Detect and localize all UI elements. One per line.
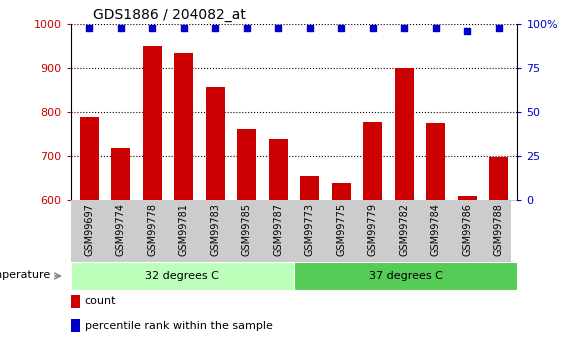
Point (116, 25, 126, 30)
Bar (426, 123, 445, 200)
Point (368, 25, 377, 30)
Point (431, 25, 440, 30)
Text: GSM99783: GSM99783 (211, 203, 220, 256)
Bar (294, 262, 517, 290)
Bar (238, 129, 256, 200)
Point (179, 25, 189, 30)
Text: GSM99778: GSM99778 (148, 203, 158, 256)
Text: GSM99774: GSM99774 (116, 203, 126, 256)
Point (336, 25, 346, 30)
Bar (143, 46, 162, 200)
Text: GSM99787: GSM99787 (273, 203, 283, 256)
Text: GDS1886 / 204082_at: GDS1886 / 204082_at (93, 8, 246, 22)
Point (305, 25, 315, 30)
Bar (269, 139, 288, 200)
Text: 32 degrees C: 32 degrees C (145, 271, 219, 281)
Text: GSM99785: GSM99785 (242, 203, 252, 256)
Bar (395, 68, 413, 200)
Point (494, 25, 503, 30)
Point (85, 25, 94, 30)
Text: 37 degrees C: 37 degrees C (369, 271, 443, 281)
Text: GSM99784: GSM99784 (430, 203, 440, 256)
Text: GSM99697: GSM99697 (85, 203, 95, 256)
Bar (363, 122, 382, 200)
Text: GSM99788: GSM99788 (493, 203, 503, 256)
Text: GSM99786: GSM99786 (462, 203, 472, 256)
Point (273, 25, 283, 30)
Text: GSM99773: GSM99773 (305, 203, 315, 256)
Text: GSM99779: GSM99779 (368, 203, 377, 256)
Bar (71, 295, 81, 308)
Point (242, 25, 252, 30)
Bar (112, 148, 131, 200)
Bar (206, 87, 225, 200)
Text: count: count (85, 296, 116, 306)
Point (399, 25, 409, 30)
Text: percentile rank within the sample: percentile rank within the sample (85, 321, 273, 331)
Point (211, 25, 220, 30)
Bar (457, 196, 476, 200)
Text: temperature: temperature (0, 270, 51, 279)
Bar (71, 319, 81, 332)
Bar (332, 184, 350, 200)
Text: GSM99775: GSM99775 (336, 203, 346, 256)
Text: GSM99782: GSM99782 (399, 203, 409, 256)
Bar (175, 53, 193, 200)
Text: GSM99781: GSM99781 (179, 203, 189, 256)
Point (148, 25, 157, 30)
Bar (300, 176, 319, 200)
Bar (80, 117, 99, 200)
Bar (489, 157, 508, 200)
Bar (71, 262, 294, 290)
Point (462, 28, 472, 34)
